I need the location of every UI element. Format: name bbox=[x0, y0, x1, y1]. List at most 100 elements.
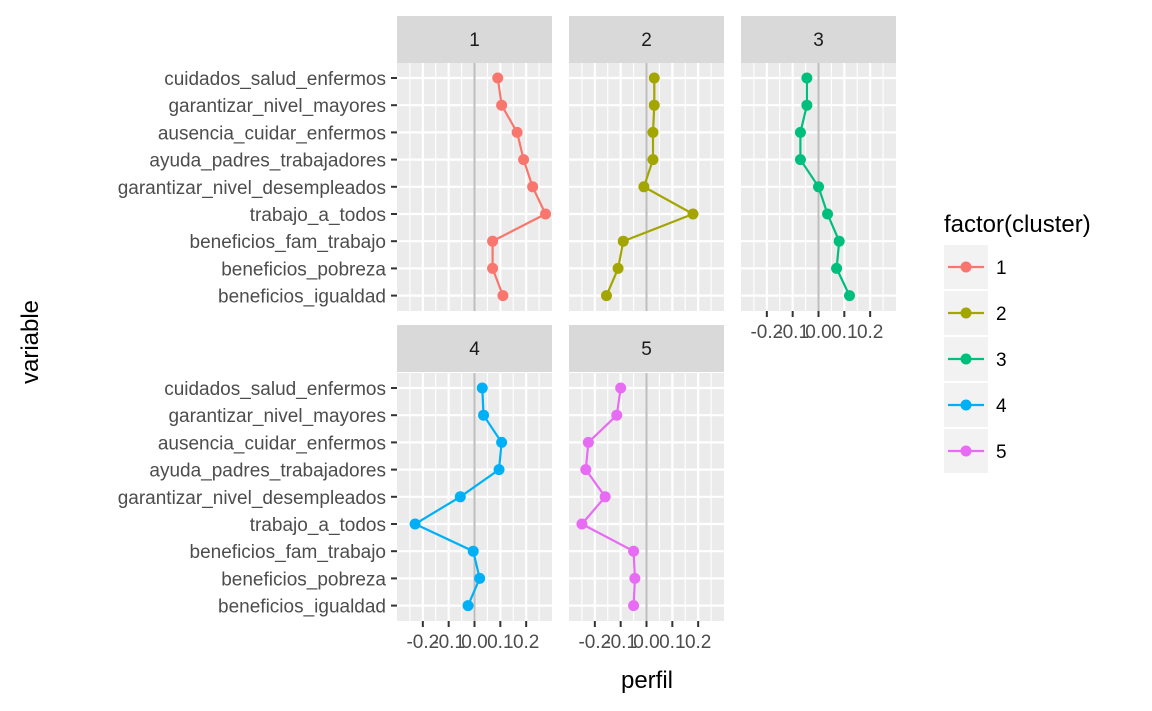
y-tick-label: garantizar_nivel_desempleados bbox=[118, 178, 386, 199]
facet-panel-1: 1 cuidados_salud_enfermos garantizar_nivel… bbox=[118, 16, 552, 311]
data-point bbox=[409, 518, 421, 530]
data-point bbox=[496, 99, 508, 111]
data-point bbox=[511, 126, 523, 138]
y-tick-label: garantizar_nivel_desempleados bbox=[118, 488, 386, 509]
x-tick-label: 0.1 bbox=[659, 632, 685, 653]
data-point bbox=[582, 436, 594, 448]
x-tick-label: 0.0 bbox=[805, 322, 831, 343]
x-tick-label: 0.0 bbox=[461, 632, 487, 653]
legend-label: 2 bbox=[996, 304, 1007, 325]
data-point bbox=[576, 518, 588, 530]
y-tick-label: trabajo_a_todos bbox=[250, 515, 386, 536]
facet-panel-4: 4 cuidados_salud_enfermos garantizar_nivel… bbox=[118, 325, 552, 653]
facet-panels: 1 cuidados_salud_enfermos garantizar_nivel… bbox=[118, 16, 896, 653]
facet-panel-2: 2 bbox=[569, 16, 724, 311]
data-point bbox=[648, 72, 660, 84]
data-point bbox=[600, 290, 612, 302]
data-point bbox=[496, 436, 508, 448]
y-tick-label: beneficios_igualdad bbox=[218, 597, 386, 618]
data-point bbox=[599, 491, 611, 503]
x-tick-label: -0.1 bbox=[604, 632, 637, 653]
y-tick-label: garantizar_nivel_mayores bbox=[168, 406, 386, 427]
y-axis-title: variable bbox=[17, 300, 44, 384]
data-point bbox=[487, 262, 499, 274]
data-point bbox=[478, 409, 490, 421]
legend-item-4: 4 bbox=[944, 383, 1007, 427]
data-point bbox=[527, 181, 539, 193]
data-point bbox=[628, 545, 640, 557]
legend-label: 4 bbox=[996, 396, 1007, 417]
y-tick-label: cuidados_salud_enfermos bbox=[164, 69, 386, 90]
facet-strip-bg bbox=[569, 16, 724, 63]
y-tick-label: beneficios_igualdad bbox=[218, 287, 386, 308]
data-point bbox=[497, 290, 509, 302]
legend-label: 5 bbox=[996, 442, 1007, 463]
data-point bbox=[615, 382, 627, 394]
y-tick-label: garantizar_nivel_mayores bbox=[168, 96, 386, 117]
x-tick-label: 0.1 bbox=[831, 322, 857, 343]
data-point bbox=[493, 464, 505, 476]
data-point bbox=[612, 262, 624, 274]
data-point bbox=[801, 72, 813, 84]
facet-panel-5: 5 -0.2-0.10.0 0.1 0.2 bbox=[569, 325, 724, 653]
legend-title: factor(cluster) bbox=[944, 211, 1091, 238]
y-tick-label: beneficios_fam_trabajo bbox=[190, 542, 386, 563]
facet-strip-label: 3 bbox=[813, 30, 824, 51]
data-point bbox=[794, 126, 806, 138]
legend-key-point bbox=[960, 307, 972, 319]
y-tick-label: beneficios_pobreza bbox=[221, 259, 386, 280]
x-tick-label: 0.2 bbox=[857, 322, 883, 343]
y-tick-label: beneficios_fam_trabajo bbox=[190, 232, 386, 253]
x-tick-label: -0.2 bbox=[406, 632, 439, 653]
x-tick-label: -0.2 bbox=[578, 632, 611, 653]
y-tick-label: trabajo_a_todos bbox=[250, 205, 386, 226]
data-point bbox=[801, 99, 813, 111]
facet-panel-3: 3 -0.2-0.10.0 0.1 0.2 bbox=[741, 16, 896, 343]
data-point bbox=[474, 572, 486, 584]
data-point bbox=[844, 290, 855, 302]
data-point bbox=[628, 600, 640, 612]
facet-strip-label: 5 bbox=[641, 339, 652, 360]
y-tick-label: ausencia_cuidar_enfermos bbox=[158, 433, 386, 454]
y-tick-label: ayuda_padres_trabajadores bbox=[149, 461, 386, 482]
facet-strip-bg bbox=[741, 16, 896, 63]
legend-label: 3 bbox=[996, 350, 1007, 371]
data-point bbox=[794, 154, 806, 166]
data-point bbox=[540, 208, 552, 220]
data-point bbox=[831, 262, 843, 274]
y-tick-label: ayuda_padres_trabajadores bbox=[149, 151, 386, 172]
data-point bbox=[611, 409, 623, 421]
data-point bbox=[687, 208, 699, 220]
data-point bbox=[476, 382, 488, 394]
data-point bbox=[462, 600, 474, 612]
x-tick-label: -0.1 bbox=[432, 632, 465, 653]
facet-strip-bg bbox=[397, 16, 552, 63]
data-point bbox=[629, 572, 641, 584]
data-point bbox=[617, 235, 629, 247]
data-point bbox=[647, 154, 659, 166]
legend-item-2: 2 bbox=[944, 291, 1007, 335]
facet-strip-label: 1 bbox=[469, 30, 480, 51]
facet-strip-label: 2 bbox=[641, 30, 652, 51]
data-point bbox=[638, 181, 650, 193]
legend-key-point bbox=[960, 445, 972, 457]
data-point bbox=[454, 491, 466, 503]
y-tick-label: ausencia_cuidar_enfermos bbox=[158, 123, 386, 144]
legend-key-point bbox=[960, 399, 972, 411]
legend-item-3: 3 bbox=[944, 337, 1007, 381]
data-point bbox=[647, 126, 659, 138]
y-tick-label: cuidados_salud_enfermos bbox=[164, 379, 386, 400]
legend-item-5: 5 bbox=[944, 429, 1007, 473]
legend-key-point bbox=[960, 353, 972, 365]
data-point bbox=[487, 235, 499, 247]
data-point bbox=[580, 464, 592, 476]
facet-strip-bg bbox=[569, 325, 724, 372]
legend-label: 1 bbox=[996, 258, 1007, 279]
x-tick-label: 0.1 bbox=[487, 632, 513, 653]
x-tick-label: -0.2 bbox=[750, 322, 783, 343]
facet-strip-label: 4 bbox=[469, 339, 480, 360]
data-point bbox=[833, 235, 845, 247]
legend-item-1: 1 bbox=[944, 245, 1007, 289]
x-tick-label: 0.0 bbox=[633, 632, 659, 653]
